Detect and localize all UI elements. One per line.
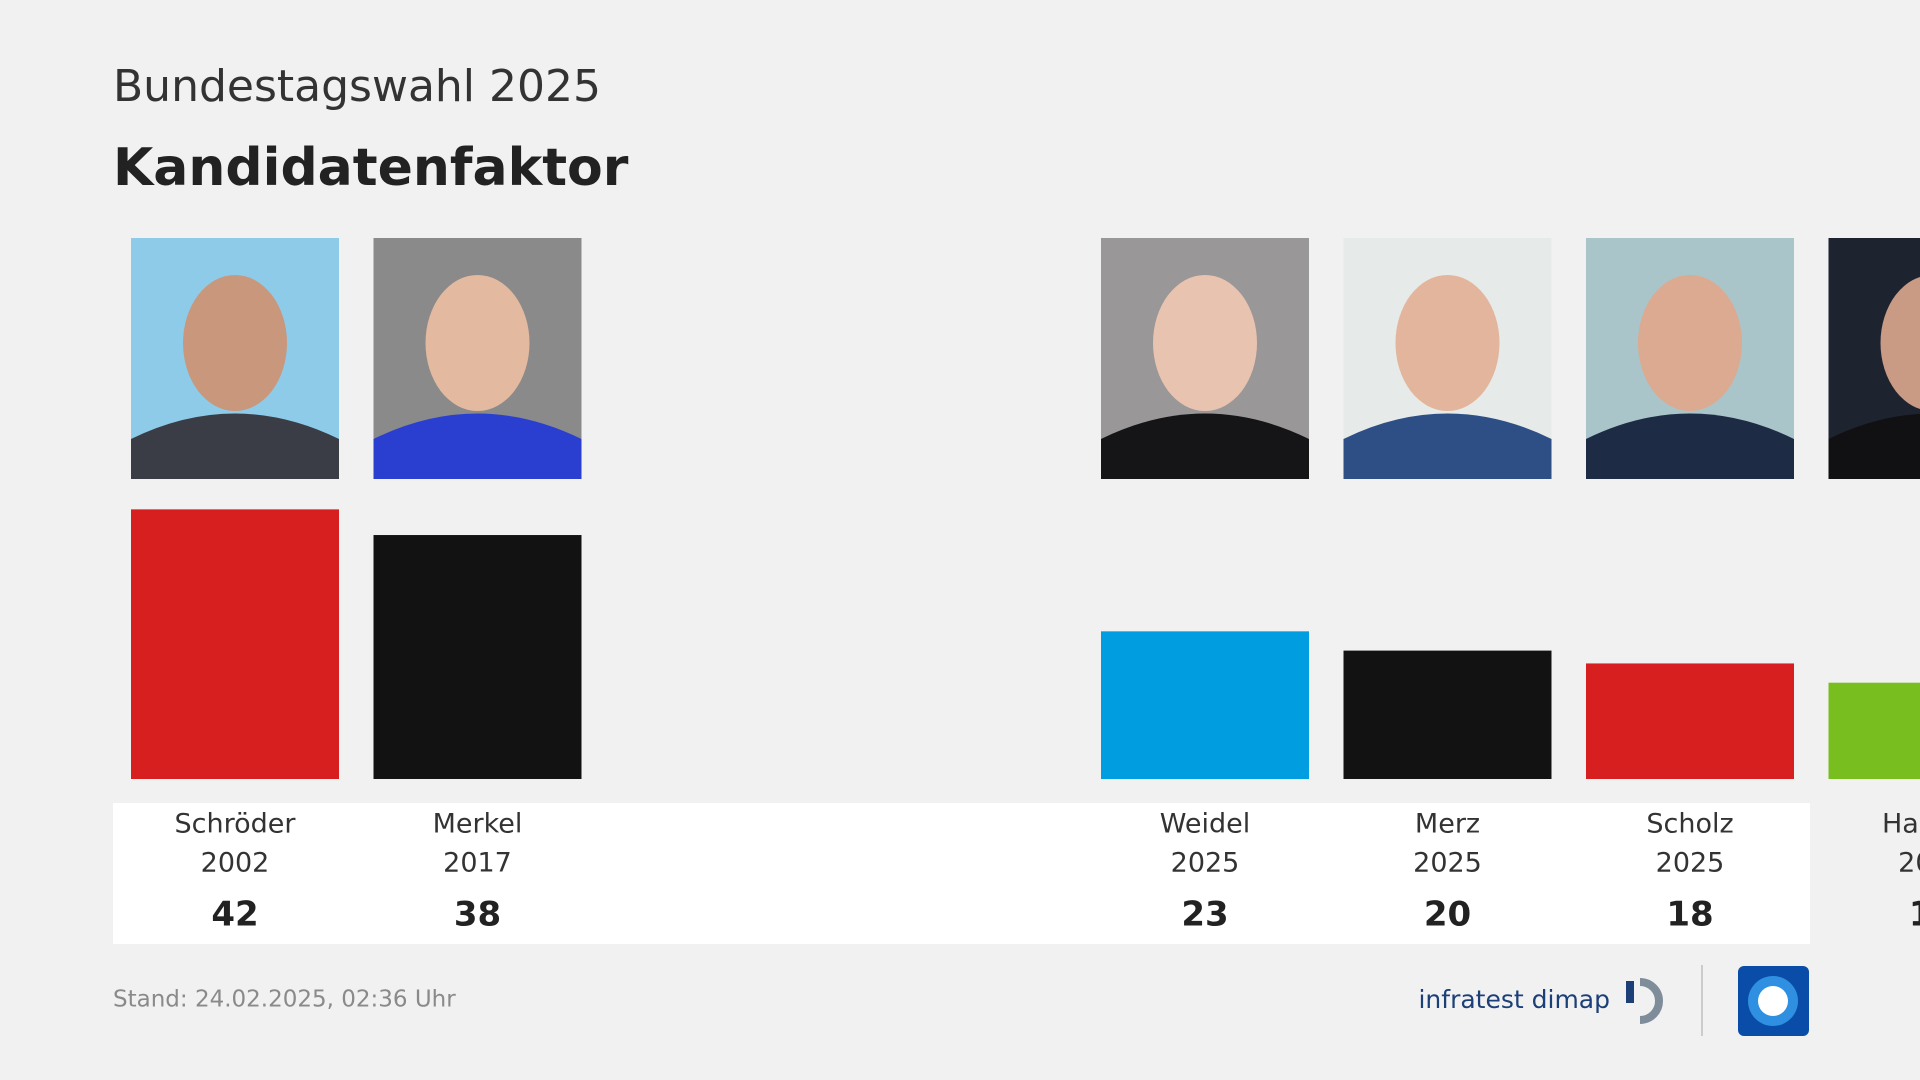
value-label: 42 <box>211 895 258 935</box>
value-label: 23 <box>1181 895 1228 935</box>
category-label: Schröder <box>175 809 297 840</box>
supertitle: Bundestagswahl 2025 <box>113 61 601 112</box>
bar <box>131 509 339 779</box>
category-label: Weidel <box>1160 809 1250 840</box>
label-panel <box>113 803 1810 944</box>
portrait-head <box>1153 275 1257 411</box>
footer: Stand: 24.02.2025, 02:36 Uhr <box>113 987 456 1013</box>
year-label: 2025 <box>1413 848 1482 879</box>
bar <box>1101 631 1309 779</box>
year-label: 2017 <box>443 848 512 879</box>
portrait-shoulders <box>1828 413 1920 479</box>
bar <box>1586 663 1794 779</box>
category-label: Merkel <box>433 809 523 840</box>
logo-bar <box>1626 981 1634 1003</box>
portrait-head <box>1880 277 1920 409</box>
value-label: 20 <box>1424 895 1471 935</box>
portrait-shoulders <box>1343 413 1552 479</box>
portrait-shoulders <box>373 413 582 479</box>
category-label: Scholz <box>1646 809 1733 840</box>
broadcaster-logo-core <box>1758 986 1788 1016</box>
bar <box>1828 682 1920 779</box>
value-label: 38 <box>454 895 501 935</box>
year-label: 2002 <box>201 848 270 879</box>
portrait-shoulders <box>1586 413 1794 479</box>
bar <box>1343 650 1552 779</box>
year-label: 2025 <box>1656 848 1725 879</box>
value-label: 18 <box>1666 895 1713 935</box>
value-label: 15 <box>1909 895 1920 935</box>
portrait-head <box>425 275 530 411</box>
portrait-shoulders <box>131 413 339 479</box>
category-label: Habeck <box>1882 809 1920 840</box>
year-label: 2025 <box>1171 848 1240 879</box>
portrait-head <box>1395 275 1500 411</box>
portrait-shoulders <box>1101 413 1309 479</box>
bar <box>373 535 582 779</box>
year-label: 2025 <box>1898 848 1920 879</box>
portrait-head <box>183 275 287 411</box>
source-logo-icon <box>1626 978 1663 1024</box>
chart-title: Kandidatenfaktor <box>113 138 629 198</box>
category-label: Merz <box>1415 809 1480 840</box>
portrait-head <box>1638 275 1742 411</box>
source-logo-text: infratest dimap <box>1418 985 1610 1014</box>
logo-arc <box>1639 978 1663 1024</box>
